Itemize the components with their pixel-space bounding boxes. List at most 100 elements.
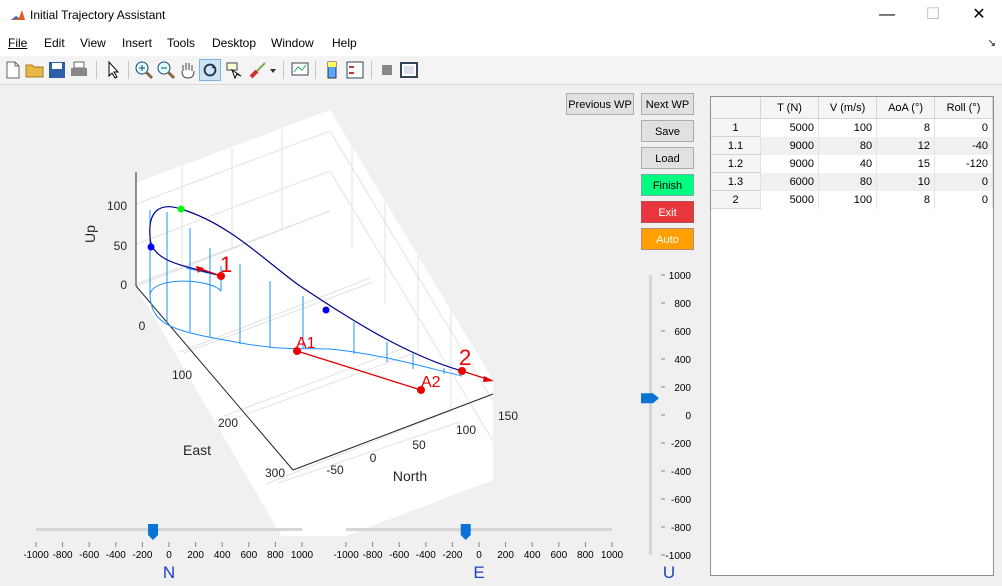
open-folder-icon[interactable] (24, 59, 46, 81)
row-header-cell[interactable]: 1 (711, 118, 761, 137)
table-cell[interactable]: 12 (876, 136, 935, 155)
previous-wp-button[interactable]: Previous WP (566, 93, 634, 115)
slider-tick-label: 0 (685, 411, 691, 422)
row-header-cell[interactable]: 1.2 (711, 154, 761, 173)
table-header-cell[interactable]: Roll (°) (934, 97, 993, 119)
slider-track (649, 275, 652, 555)
table-cell[interactable]: 0 (934, 172, 993, 191)
table-cell[interactable]: 5000 (760, 190, 820, 209)
table-cell[interactable]: 10 (876, 172, 935, 191)
table-cell[interactable]: 15 (876, 154, 935, 173)
table-cell[interactable]: 40 (818, 154, 878, 173)
table-header-cell[interactable]: T (N) (760, 97, 820, 119)
data-cursor-icon[interactable] (223, 59, 245, 81)
table-cell[interactable]: 9000 (760, 154, 820, 173)
slider-tick-label: 800 (577, 550, 594, 561)
load-button[interactable]: Load (641, 147, 694, 169)
table-cell[interactable]: 80 (818, 172, 878, 191)
up-tick-label: 50 (114, 239, 128, 253)
waypoint-marker[interactable] (147, 243, 155, 251)
colorbar-icon[interactable] (321, 59, 343, 81)
next-wp-button[interactable]: Next WP (641, 93, 694, 115)
table-row: 1.2 9000 40 15 -120 (711, 154, 993, 173)
table-cell[interactable]: 9000 (760, 136, 820, 155)
slider-tick-label: -800 (671, 523, 691, 534)
waypoint-2-marker[interactable] (458, 367, 466, 375)
table-cell[interactable]: 8 (876, 118, 935, 137)
menu-desktop[interactable]: Desktop (212, 36, 257, 50)
table-cell[interactable]: 8 (876, 190, 935, 209)
menu-edit[interactable]: Edit (44, 36, 65, 50)
table-cell[interactable]: -120 (934, 154, 993, 173)
slider-tick-label: -600 (389, 550, 409, 561)
table-cell[interactable]: 0 (934, 190, 993, 209)
table-cell[interactable]: 0 (934, 118, 993, 137)
waypoint-a2-marker[interactable] (417, 386, 425, 394)
close-button[interactable]: ✕ (972, 6, 986, 23)
table-cell[interactable]: 5000 (760, 118, 820, 137)
slider-tick-label: 400 (524, 550, 541, 561)
title-bar: Initial Trajectory Assistant — ☐ ✕ (0, 0, 1002, 32)
hide-plot-tools-icon[interactable] (376, 59, 398, 81)
slider-thumb[interactable] (148, 524, 159, 540)
table-cell[interactable]: -40 (934, 136, 993, 155)
exit-button[interactable]: Exit (641, 201, 694, 223)
zoom-in-icon[interactable] (133, 59, 155, 81)
waypoint-a1-marker[interactable] (293, 347, 301, 355)
menu-file[interactable]: File (8, 36, 28, 50)
north-slider[interactable]: -1000 -800 -600 -400 -200 0 200 400 600 800 1000 N (24, 522, 314, 582)
pointer-icon[interactable] (102, 59, 124, 81)
slider-tick-label: 200 (497, 550, 514, 561)
waypoint-table-grid: T (N) V (m/s) AoA (°) Roll (°) 1 5000 100 8 0 1.… (711, 97, 993, 209)
slider-tick-label: 200 (187, 550, 204, 561)
save-button[interactable]: Save (641, 120, 694, 142)
table-header-cell[interactable]: V (m/s) (818, 97, 878, 119)
maximize-button[interactable]: ☐ (925, 6, 941, 23)
slider-tick-label: -200 (671, 439, 691, 450)
slider-tick-label: -800 (363, 550, 383, 561)
plot-floor-pane (136, 211, 493, 536)
minimize-button[interactable]: — (879, 6, 895, 23)
link-plot-icon[interactable] (289, 59, 311, 81)
slider-thumb[interactable] (641, 393, 659, 404)
row-header-cell[interactable]: 1.1 (711, 136, 761, 155)
new-file-icon[interactable] (2, 59, 24, 81)
table-cell[interactable]: 100 (818, 190, 878, 209)
row-header-cell[interactable]: 1.3 (711, 172, 761, 191)
menu-view[interactable]: View (80, 36, 106, 50)
waypoint-marker[interactable] (322, 306, 330, 314)
auto-button[interactable]: Auto (641, 228, 694, 250)
menu-window[interactable]: Window (271, 36, 314, 50)
rotate-3d-icon[interactable] (199, 59, 221, 81)
menu-help[interactable]: Help (332, 36, 357, 50)
toolbar-separator (371, 61, 372, 79)
table-header-cell[interactable]: AoA (°) (876, 97, 935, 119)
trajectory-3d-plot[interactable]: 100 50 0 Up 0 100 200 300 East -50 0 50 … (0, 86, 560, 536)
east-tick-label: 100 (172, 368, 192, 382)
waypoint-a2-label: A2 (421, 374, 441, 391)
table-header-cell[interactable] (711, 97, 761, 119)
waypoint-table[interactable]: T (N) V (m/s) AoA (°) Roll (°) 1 5000 100 8 0 1.… (710, 96, 994, 576)
zoom-out-icon[interactable] (155, 59, 177, 81)
menu-insert[interactable]: Insert (122, 36, 153, 50)
up-axis-label: Up (82, 225, 98, 243)
east-slider[interactable]: -1000 -800 -600 -400 -200 0 200 400 600 800 1000 E (334, 522, 624, 582)
start-marker[interactable] (177, 205, 185, 213)
brush-icon[interactable] (247, 59, 269, 81)
save-icon[interactable] (46, 59, 68, 81)
dropdown-arrow-icon[interactable] (268, 59, 278, 81)
finish-button[interactable]: Finish (641, 174, 694, 196)
table-cell[interactable]: 80 (818, 136, 878, 155)
slider-thumb[interactable] (460, 524, 471, 540)
legend-icon[interactable] (344, 59, 366, 81)
table-cell[interactable]: 6000 (760, 172, 820, 191)
show-plot-tools-icon[interactable] (398, 59, 420, 81)
menu-dock-arrow-icon[interactable]: ↘ (987, 38, 996, 49)
print-icon[interactable] (68, 59, 90, 81)
pan-hand-icon[interactable] (177, 59, 199, 81)
waypoint-1-marker[interactable] (217, 272, 225, 280)
table-cell[interactable]: 100 (818, 118, 878, 137)
menu-tools[interactable]: Tools (167, 36, 196, 50)
row-header-cell[interactable]: 2 (711, 190, 761, 209)
